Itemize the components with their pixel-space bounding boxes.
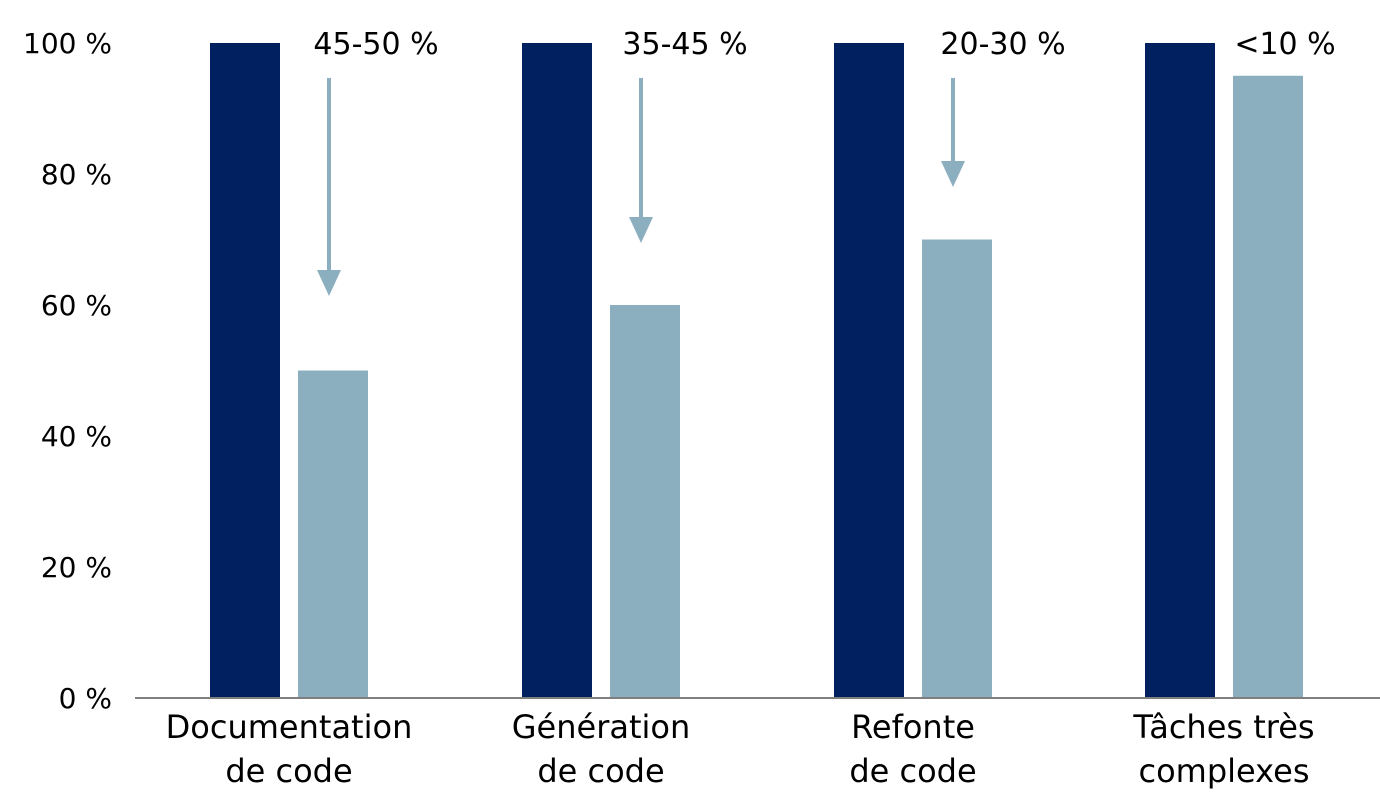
arrow-head (317, 270, 341, 296)
bar-dark (1145, 43, 1215, 698)
bar-dark (834, 43, 904, 698)
arrow-head (941, 161, 965, 187)
bar-dark (210, 43, 280, 698)
bar-light (1233, 75, 1303, 698)
bar-dark (522, 43, 592, 698)
bar-light (298, 370, 368, 698)
annotation-label: 45-50 % (313, 27, 438, 62)
annotation-label: <10 % (1234, 27, 1335, 62)
arrow-head (629, 217, 653, 243)
arrows (317, 78, 965, 296)
bar-light (922, 239, 992, 698)
category-label: de code (537, 752, 664, 790)
category-label: complexes (1139, 752, 1310, 790)
annotation-label: 20-30 % (940, 27, 1065, 62)
bars (210, 43, 1303, 698)
y-tick-label: 0 % (59, 682, 112, 715)
category-label: de code (849, 752, 976, 790)
y-tick-label: 60 % (41, 289, 112, 322)
y-tick-label: 80 % (41, 158, 112, 191)
y-tick-label: 20 % (41, 551, 112, 584)
category-label: Refonte (851, 708, 975, 746)
category-label: Tâches très (1132, 708, 1314, 746)
y-tick-label: 100 % (23, 27, 112, 60)
y-axis: 0 % 20 % 40 % 60 % 80 % 100 % (23, 27, 112, 715)
category-label: Génération (512, 708, 691, 746)
y-tick-label: 40 % (41, 420, 112, 453)
annotation-label: 35-45 % (622, 27, 747, 62)
x-axis: Documentation de code Génération de code Ref… (135, 697, 1380, 790)
category-label: Documentation (166, 708, 413, 746)
annotations: 45-50 % 35-45 % 20-30 % <10 % (313, 27, 1335, 62)
bar-light (610, 305, 680, 698)
category-label: de code (225, 752, 352, 790)
